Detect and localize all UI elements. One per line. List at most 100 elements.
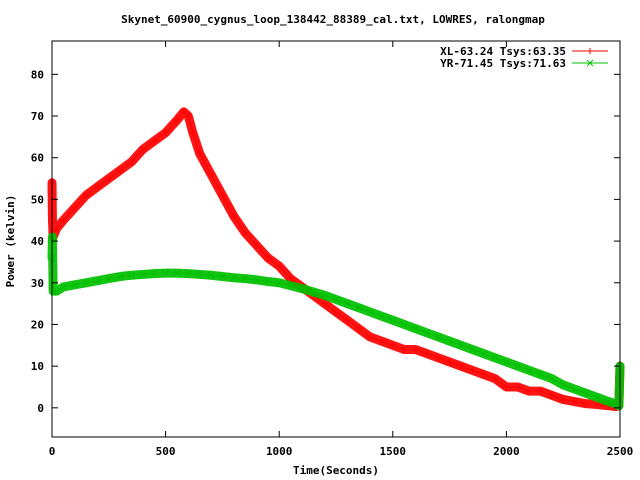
plot-frame [51, 40, 621, 438]
data-point [412, 325, 419, 332]
x-tick-label: 0 [49, 445, 56, 458]
series-line-0 [51, 111, 621, 408]
data-point [242, 229, 249, 236]
data-point [514, 383, 521, 390]
x-tick-label: 1500 [380, 445, 407, 458]
data-point [150, 270, 158, 277]
series-line-1 [51, 236, 621, 407]
data-point [185, 113, 192, 120]
data-point [253, 276, 260, 284]
y-tick-label: 60 [31, 152, 44, 165]
data-point [287, 275, 294, 282]
data-point [344, 300, 351, 307]
data-point [389, 342, 396, 349]
data-point [241, 275, 249, 282]
data-point [503, 383, 510, 390]
data-point [208, 171, 215, 178]
data-point [287, 282, 294, 290]
data-point [560, 396, 567, 403]
data-point [53, 225, 60, 232]
data-point [253, 242, 260, 249]
data-point [94, 277, 101, 285]
data-point [162, 129, 169, 136]
data-point [219, 273, 226, 280]
data-point [83, 192, 90, 199]
y-tick-label: 0 [37, 402, 44, 415]
data-point [446, 358, 453, 365]
data-point [480, 371, 487, 378]
legend-marker [586, 59, 594, 67]
data-point [230, 213, 237, 220]
data-point [128, 158, 135, 165]
data-point [196, 271, 204, 278]
data-point [105, 275, 113, 282]
data-point [139, 271, 147, 278]
data-point [53, 287, 60, 295]
data-point [321, 291, 328, 299]
data-point [537, 388, 544, 395]
data-point [180, 108, 187, 115]
y-tick-label: 10 [31, 360, 44, 373]
data-point [355, 304, 363, 312]
data-point [412, 346, 419, 353]
data-point [480, 350, 488, 357]
data-point [457, 363, 464, 370]
data-point [344, 317, 351, 324]
y-axis-label: Power (kelvin) [4, 195, 17, 288]
data-point [173, 117, 180, 124]
data-point [275, 279, 283, 287]
y-tick-label: 70 [31, 110, 44, 123]
x-axis-label: Time(Seconds) [293, 464, 379, 477]
data-point [400, 321, 408, 328]
data-point [264, 278, 272, 285]
data-point [151, 138, 158, 145]
data-point [196, 150, 203, 157]
data-point [468, 346, 476, 353]
data-point [184, 270, 192, 277]
data-point [276, 263, 283, 270]
data-point [526, 388, 533, 395]
data-point [492, 375, 499, 382]
data-point [207, 271, 215, 279]
data-point [423, 350, 430, 357]
y-tick-label: 20 [31, 318, 44, 331]
data-point [367, 333, 374, 340]
data-point [434, 333, 442, 341]
data-point [469, 367, 476, 374]
legend-label-xl: XL-63.24 Tsys:63.35 [440, 45, 566, 58]
data-point [355, 325, 362, 332]
data-point [378, 312, 385, 320]
x-tick-label: 2500 [607, 445, 634, 458]
data-point [230, 274, 238, 282]
data-point [309, 288, 317, 296]
data-point [401, 346, 408, 353]
legend-marker [587, 48, 593, 54]
data-point [503, 358, 510, 366]
data-point [333, 308, 339, 315]
data-point [94, 183, 101, 190]
data-point [189, 129, 196, 136]
data-point [116, 273, 124, 280]
legend-label-yr: YR-71.45 Tsys:71.63 [440, 57, 566, 70]
legend: XL-63.24 Tsys:63.35 YR-71.45 Tsys:71.63 [440, 45, 608, 70]
y-tick-label: 40 [31, 235, 44, 248]
data-point [128, 271, 135, 279]
y-tick-label: 50 [31, 193, 44, 206]
data-point [594, 401, 601, 408]
data-point [139, 146, 146, 153]
data-point [105, 175, 112, 182]
data-point [525, 366, 533, 374]
data-point [571, 385, 578, 393]
data-point [82, 279, 90, 287]
x-tick-label: 1000 [266, 445, 293, 458]
data-point [173, 269, 181, 277]
y-tick-label: 30 [31, 277, 44, 290]
data-point [548, 375, 556, 382]
data-point [298, 285, 306, 292]
data-point [71, 204, 78, 211]
data-point [446, 337, 453, 345]
data-point [264, 254, 271, 261]
data-point [582, 389, 590, 397]
data-point [117, 167, 124, 174]
